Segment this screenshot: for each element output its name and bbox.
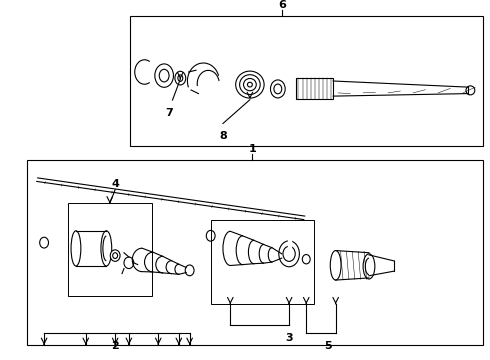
Ellipse shape xyxy=(101,231,112,266)
Bar xyxy=(130,16,483,146)
Ellipse shape xyxy=(178,75,183,81)
Bar xyxy=(68,203,152,296)
Ellipse shape xyxy=(155,64,173,87)
Text: 7: 7 xyxy=(165,108,173,118)
Ellipse shape xyxy=(466,86,475,95)
Ellipse shape xyxy=(279,241,299,267)
Bar xyxy=(296,78,333,99)
Text: 3: 3 xyxy=(285,333,293,343)
Bar xyxy=(27,160,483,345)
Ellipse shape xyxy=(270,80,285,98)
Text: 5: 5 xyxy=(324,341,332,351)
Text: 6: 6 xyxy=(278,0,286,10)
Text: 8: 8 xyxy=(219,131,227,141)
Ellipse shape xyxy=(244,78,256,91)
Ellipse shape xyxy=(283,246,295,261)
Text: 1: 1 xyxy=(248,144,256,154)
Ellipse shape xyxy=(110,250,120,261)
Ellipse shape xyxy=(124,257,134,269)
Text: 2: 2 xyxy=(111,341,119,351)
Ellipse shape xyxy=(40,237,49,248)
Ellipse shape xyxy=(302,255,310,264)
Ellipse shape xyxy=(185,265,194,276)
Bar xyxy=(211,220,314,304)
Ellipse shape xyxy=(236,71,264,98)
Ellipse shape xyxy=(175,71,186,85)
Ellipse shape xyxy=(247,82,252,87)
Ellipse shape xyxy=(240,75,260,94)
Ellipse shape xyxy=(113,253,118,258)
Ellipse shape xyxy=(363,254,375,279)
Text: 4: 4 xyxy=(111,179,119,189)
Bar xyxy=(288,240,291,247)
Ellipse shape xyxy=(274,84,282,94)
Ellipse shape xyxy=(206,230,215,241)
Ellipse shape xyxy=(330,251,341,280)
Ellipse shape xyxy=(71,231,81,266)
Ellipse shape xyxy=(159,69,169,82)
